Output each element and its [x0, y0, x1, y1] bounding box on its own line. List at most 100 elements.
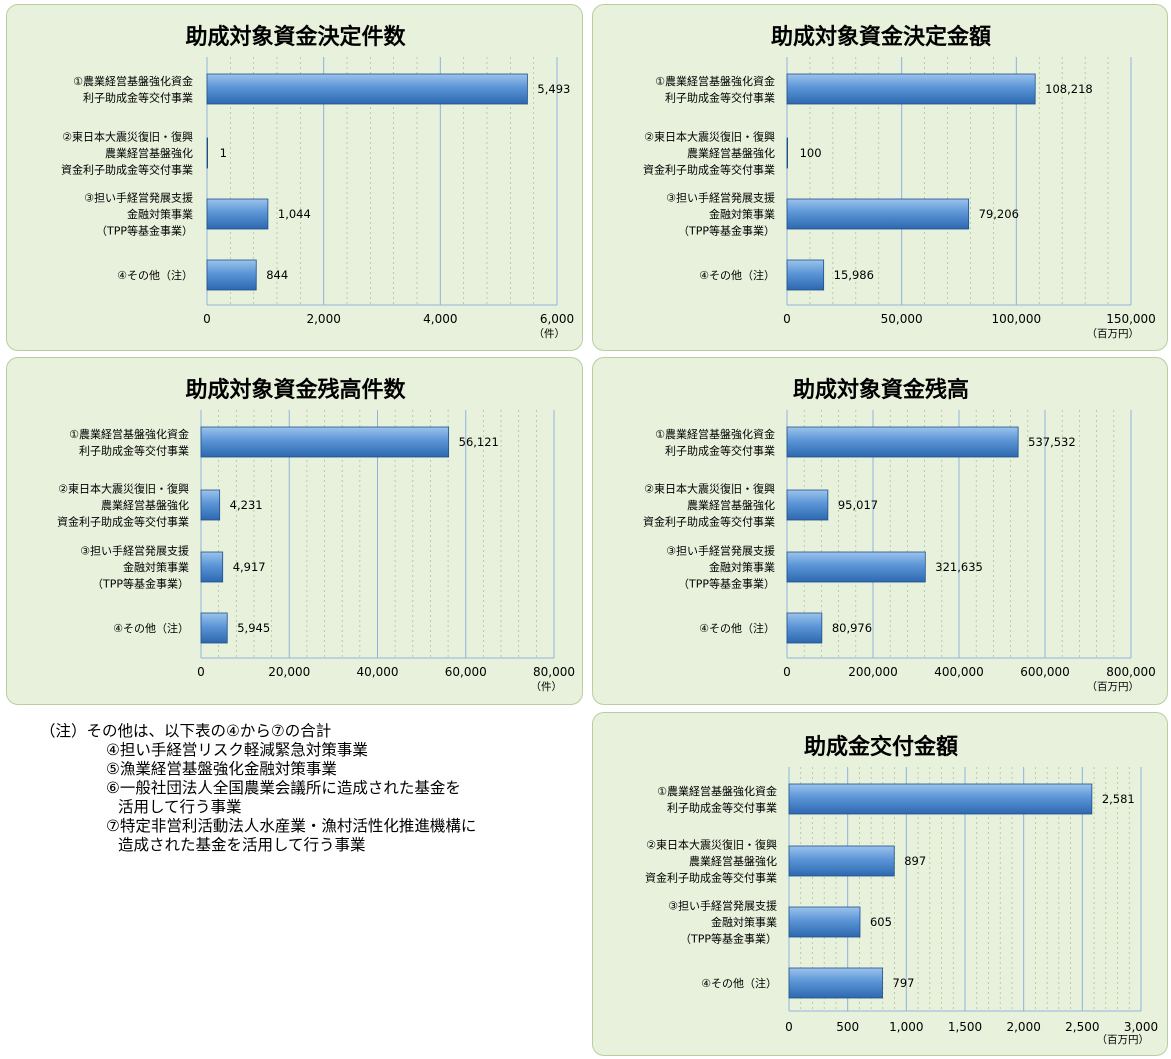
category-label: ④その他（注） — [699, 621, 775, 635]
bar — [786, 551, 926, 583]
category-label: ①農業経営基盤強化資金 — [655, 427, 775, 441]
category-label: ②東日本大震災復旧・復興 — [58, 482, 189, 496]
data-label: 5,493 — [537, 82, 570, 96]
data-label: 321,635 — [935, 560, 983, 574]
data-label: 1 — [220, 146, 227, 160]
category-label: ②東日本大震災復旧・復興 — [62, 130, 193, 144]
category-label: ②東日本大震災復旧・復興 — [644, 130, 775, 144]
category-label: ②東日本大震災復旧・復興 — [644, 482, 775, 496]
data-label: 2,581 — [1102, 792, 1135, 806]
category-label: 利子助成金等交付事業 — [667, 800, 777, 814]
data-label: 844 — [266, 268, 288, 282]
footnote-header: （注）その他は、以下表の④から⑦の合計 — [40, 722, 332, 740]
footnote-item: ⑦特定非営利活動法人水産業・漁村活性化推進機構に — [106, 817, 477, 835]
category-label: （TPP等基金事業） — [680, 932, 777, 946]
x-tick-label: 500 — [836, 1020, 859, 1034]
x-tick-label: 80,000 — [533, 665, 575, 679]
x-axis-unit: （百万円） — [1087, 681, 1140, 693]
category-label: 資金利子助成金等交付事業 — [61, 163, 193, 177]
data-label: 56,121 — [459, 435, 499, 449]
x-tick-label: 3,000 — [1124, 1020, 1158, 1034]
data-label: 537,532 — [1028, 435, 1076, 449]
chart-svg-5: 助成金交付金額 0 500 1,000 1,500 2,000 2,500 3,000（百万円… — [645, 734, 1158, 1046]
footnote: （注）その他は、以下表の④から⑦の合計 ④担い手経営リスク軽減緊急対策事業 ⑤漁… — [40, 722, 580, 855]
category-label: ③担い手経営発展支援 — [668, 899, 777, 913]
category-label: 利子助成金等交付事業 — [665, 90, 775, 104]
chart-title: 助成対象資金決定件数 — [185, 24, 406, 50]
bar — [786, 489, 829, 521]
bar — [206, 259, 257, 291]
chart-panel-3: 助成対象資金残高件数 0 20,000 40,000 60,000 80,000 （件） 56… — [6, 357, 583, 705]
x-tick-label: 40,000 — [357, 665, 399, 679]
category-label: ①農業経営基盤強化資金 — [657, 784, 777, 798]
x-tick-label: 1,000 — [889, 1020, 923, 1034]
category-label: 農業経営基盤強化 — [687, 146, 775, 160]
category-label: 農業経営基盤強化 — [689, 854, 777, 868]
x-tick-label: 6,000 — [540, 312, 574, 326]
category-label: ③担い手経営発展支援 — [666, 544, 775, 558]
category-label: ①農業経営基盤強化資金 — [73, 74, 193, 88]
x-tick-label: 4,000 — [423, 312, 457, 326]
chart-svg-4: 助成対象資金残高 0 200,000 400,000 600,000 800,000 （百万… — [643, 377, 1156, 693]
category-label: 利子助成金等交付事業 — [83, 90, 193, 104]
category-label: ③担い手経営発展支援 — [84, 191, 193, 205]
x-axis-unit: （百万円） — [1097, 1034, 1150, 1046]
x-tick-label: 2,000 — [1006, 1020, 1040, 1034]
x-tick-label: 20,000 — [268, 665, 310, 679]
data-label: 605 — [870, 915, 892, 929]
category-label: ④その他（注） — [699, 268, 775, 282]
x-tick-label: 60,000 — [445, 665, 487, 679]
data-label: 4,231 — [230, 498, 263, 512]
x-tick-label: 0 — [203, 312, 211, 326]
chart-panel-2: 助成対象資金決定金額 0 50,000 100,000 150,000 （百万円） 108,… — [592, 4, 1168, 351]
category-label: 金融対策事業 — [711, 915, 777, 929]
category-label: 資金利子助成金等交付事業 — [645, 871, 777, 885]
chart-panel-5: 助成金交付金額 0 500 1,000 1,500 2,000 2,500 3,000 （百万円… — [592, 712, 1168, 1056]
x-tick-label: 150,000 — [1106, 312, 1156, 326]
category-label: 農業経営基盤強化 — [687, 498, 775, 512]
category-label: 資金利子助成金等交付事業 — [643, 163, 775, 177]
bar — [206, 137, 209, 169]
category-label: ③担い手経営発展支援 — [666, 191, 775, 205]
x-tick-label: 0 — [783, 312, 791, 326]
bar — [786, 73, 1036, 105]
category-label: 農業経営基盤強化 — [105, 146, 193, 160]
data-label: 897 — [904, 854, 926, 868]
category-label: 資金利子助成金等交付事業 — [57, 515, 189, 529]
bar — [786, 612, 823, 644]
chart-title: 助成対象資金残高件数 — [185, 377, 406, 403]
x-tick-label: 2,500 — [1065, 1020, 1099, 1034]
category-label: 金融対策事業 — [709, 207, 775, 221]
x-tick-label: 1,500 — [948, 1020, 982, 1034]
x-axis-unit: （件） — [531, 681, 563, 693]
chart-svg-3: 助成対象資金残高件数 0 20,000 40,000 60,000 80,000 （件） 56… — [57, 377, 575, 693]
x-tick-label: 400,000 — [934, 665, 984, 679]
data-label: 100 — [800, 146, 822, 160]
data-label: 797 — [893, 976, 915, 990]
chart-svg-1: 助成対象資金決定件数 0 2,000 4,000 6,000 （件） 5,493 ①農業経営基… — [61, 24, 574, 340]
bar — [200, 551, 224, 583]
category-label: ④その他（注） — [117, 268, 193, 282]
category-label: 金融対策事業 — [709, 560, 775, 574]
bar — [786, 426, 1019, 458]
x-tick-label: 100,000 — [992, 312, 1042, 326]
data-label: 15,986 — [834, 268, 874, 282]
data-label: 95,017 — [838, 498, 878, 512]
x-tick-label: 800,000 — [1106, 665, 1156, 679]
category-label: 金融対策事業 — [127, 207, 193, 221]
category-label: 金融対策事業 — [123, 560, 189, 574]
bar — [200, 612, 228, 644]
category-label: （TPP等基金事業） — [678, 224, 775, 238]
data-label: 5,945 — [237, 621, 270, 635]
footnote-item: ④担い手経営リスク軽減緊急対策事業 — [106, 741, 368, 759]
category-label: ③担い手経営発展支援 — [80, 544, 189, 558]
bar — [788, 783, 1093, 815]
category-label: ①農業経営基盤強化資金 — [69, 427, 189, 441]
bar — [200, 489, 221, 521]
data-label: 1,044 — [278, 207, 311, 221]
category-label: 資金利子助成金等交付事業 — [643, 515, 775, 529]
x-tick-label: 2,000 — [306, 312, 340, 326]
chart-title: 助成金交付金額 — [804, 734, 958, 760]
footnote-item: ⑤漁業経営基盤強化金融対策事業 — [106, 760, 337, 778]
category-label: 農業経営基盤強化 — [101, 498, 189, 512]
